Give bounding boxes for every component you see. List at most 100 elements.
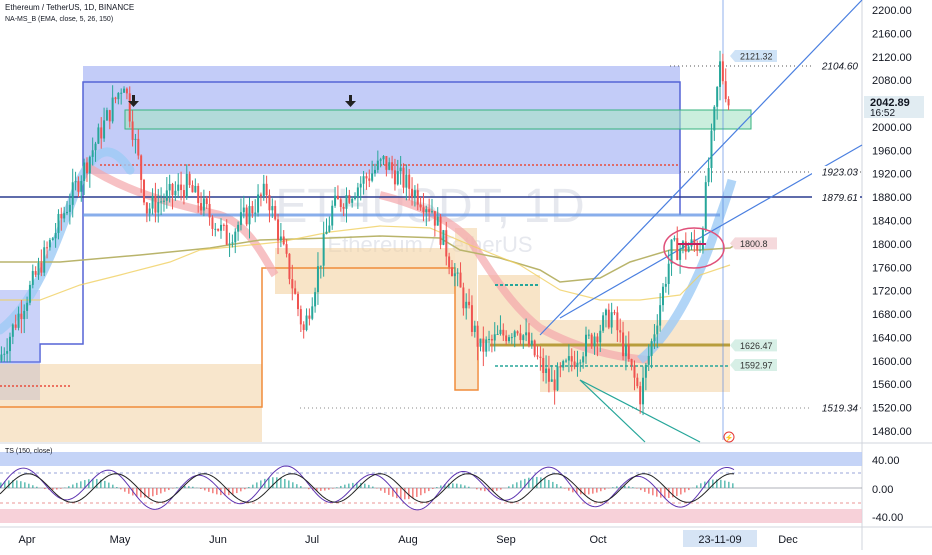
osc-histogram-bar <box>168 488 170 490</box>
oscillator-axis[interactable]: 40.000.00-40.00 <box>872 455 903 524</box>
osc-histogram-bar <box>696 485 698 488</box>
candle-body <box>511 337 513 338</box>
osc-histogram-bar <box>252 485 254 488</box>
candle-body <box>411 189 413 197</box>
candle-body <box>360 184 362 188</box>
price-tick-label: 1600.00 <box>872 356 912 368</box>
candle-body <box>231 242 233 243</box>
osc-histogram-bar <box>272 477 274 488</box>
osc-histogram-bar <box>160 488 162 493</box>
candle-body <box>340 199 342 207</box>
candle-body <box>211 217 213 229</box>
osc-tick-label: 0.00 <box>872 484 893 496</box>
price-level-label: 2104.60 <box>821 61 859 72</box>
candle-body <box>585 335 587 357</box>
candle-body <box>206 198 208 204</box>
osc-histogram-bar <box>76 483 78 488</box>
candle-body <box>579 362 581 363</box>
price-tick-label: 1840.00 <box>872 216 912 228</box>
candle-body <box>682 241 684 248</box>
candle-body <box>562 361 564 367</box>
candle-body <box>69 205 71 212</box>
candle-body <box>482 339 484 352</box>
candle-body <box>303 324 305 330</box>
candle-body <box>163 201 165 202</box>
candle-body <box>479 339 481 347</box>
osc-histogram-bar <box>292 482 294 488</box>
price-tick-label: 1680.00 <box>872 309 912 321</box>
candle-body <box>539 357 541 358</box>
candle-body <box>537 355 539 356</box>
candle-body <box>63 213 65 218</box>
candle-body <box>220 225 222 231</box>
candle-body <box>602 315 604 330</box>
osc-histogram-bar <box>384 488 386 493</box>
candle-body <box>120 93 122 94</box>
candle-body <box>154 196 156 213</box>
candle-body <box>514 331 516 337</box>
osc-histogram-bar <box>144 488 146 498</box>
candle-body <box>268 195 270 210</box>
osc-histogram-bar <box>244 488 246 489</box>
candle-body <box>619 330 621 332</box>
candle-body <box>186 174 188 198</box>
osc-histogram-bar <box>452 483 454 488</box>
candle-body <box>60 214 62 218</box>
osc-histogram-bar <box>432 488 434 489</box>
osc-histogram-bar <box>336 487 338 488</box>
candle-body <box>548 369 550 382</box>
osc-histogram-bar <box>604 488 606 490</box>
osc-histogram-bar <box>296 484 298 488</box>
osc-histogram-bar <box>632 487 634 488</box>
candle-body <box>117 93 119 99</box>
time-tick-label: Dec <box>778 534 798 546</box>
osc-histogram-bar <box>428 488 430 491</box>
candle-body <box>80 181 82 192</box>
price-level-label: 1923.03 <box>822 167 859 178</box>
osc-histogram-bar <box>216 488 218 494</box>
price-tick-label: 1720.00 <box>872 286 912 298</box>
candle-body <box>57 214 59 233</box>
candle-body <box>20 314 22 319</box>
candle-body <box>214 229 216 230</box>
price-axis[interactable]: 2200.002160.002120.002080.002040.002000.… <box>872 5 912 438</box>
osc-histogram-bar <box>612 487 614 488</box>
candle-body <box>345 195 347 209</box>
candle-body <box>599 331 601 343</box>
candle-body <box>172 184 174 195</box>
candle-body <box>266 184 268 195</box>
candle-body <box>32 271 34 285</box>
osc-histogram-bar <box>128 488 130 494</box>
candle-body <box>140 155 142 179</box>
orange-zone-left <box>0 364 262 442</box>
candle-body <box>699 250 701 251</box>
candle-body <box>651 341 653 356</box>
osc-tick-label: 40.00 <box>872 455 900 467</box>
osc-histogram-bar <box>324 488 326 491</box>
candle-body <box>525 332 527 335</box>
candle-body <box>688 247 690 252</box>
price-level-label: 1879.61 <box>822 193 858 204</box>
candle-body <box>542 358 544 373</box>
price-tick-label: 2200.00 <box>872 5 912 17</box>
chart-title: Ethereum / TetherUS, 1D, BINANCE <box>5 3 134 12</box>
candle-body <box>425 209 427 212</box>
osc-histogram-bar <box>412 488 414 498</box>
osc-histogram-bar <box>700 483 702 488</box>
osc-histogram-bar <box>508 486 510 488</box>
osc-histogram-bar <box>376 488 378 489</box>
candle-body <box>420 205 422 208</box>
osc-histogram-bar <box>288 480 290 488</box>
candle-body <box>55 233 57 238</box>
candle-body <box>37 263 39 275</box>
price-tick-label: 1520.00 <box>872 403 912 415</box>
candle-body <box>363 176 365 184</box>
candle-body <box>502 330 504 336</box>
osc-histogram-bar <box>636 488 638 489</box>
candle-body <box>710 131 712 168</box>
current-price-countdown: 16:52 <box>870 108 895 119</box>
osc-histogram-bar <box>300 486 302 488</box>
osc-histogram-bar <box>468 487 470 488</box>
